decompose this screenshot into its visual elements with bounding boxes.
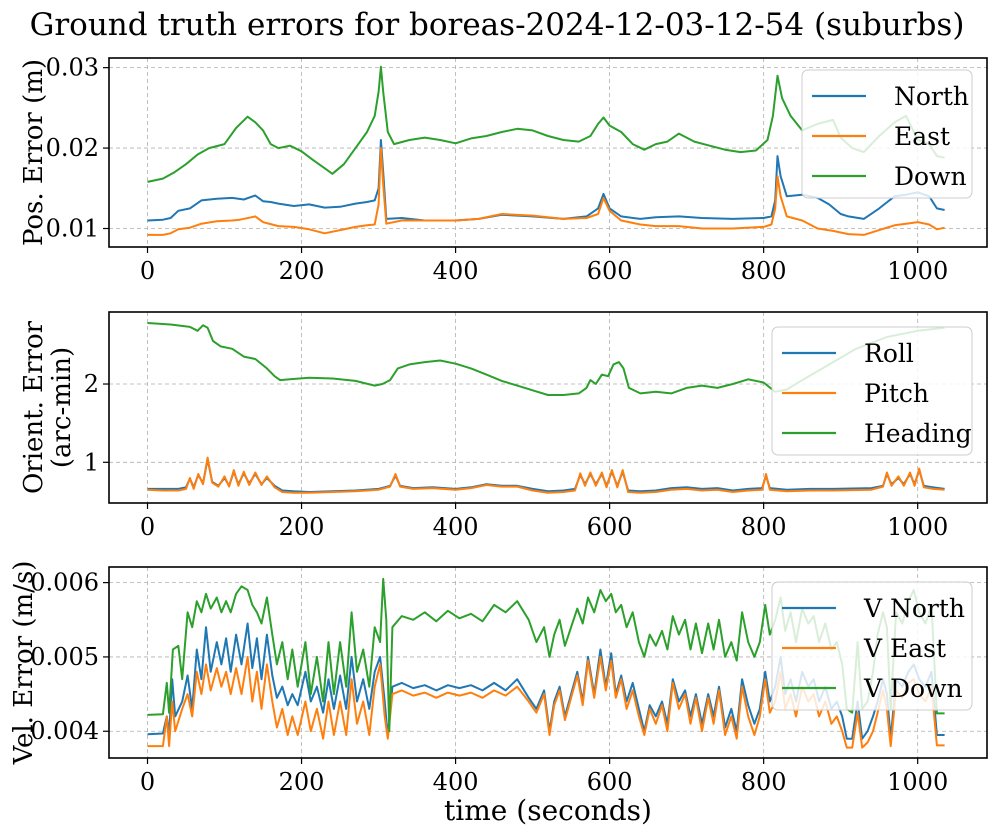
x-axis-label: time (seconds) <box>444 794 652 827</box>
x-tick-label: 0 <box>140 513 155 541</box>
x-tick-label: 600 <box>587 513 633 541</box>
x-tick-label: 1000 <box>887 768 948 796</box>
y-axis-label-unit: (arc-min) <box>47 347 77 468</box>
x-tick-label: 200 <box>279 768 325 796</box>
legend-label-v-north: V North <box>863 594 965 623</box>
figure-title: Ground truth errors for boreas-2024-12-0… <box>30 7 965 43</box>
y-tick-label: 1 <box>84 448 99 476</box>
x-tick-label: 1000 <box>887 257 948 285</box>
x-tick-label: 0 <box>140 257 155 285</box>
y-tick-label: 0.005 <box>30 643 99 671</box>
x-tick-label: 400 <box>433 257 479 285</box>
legend-label-v-down: V Down <box>863 674 963 703</box>
x-tick-label: 800 <box>741 513 787 541</box>
x-tick-label: 800 <box>741 768 787 796</box>
legend-label-down: Down <box>894 162 967 191</box>
x-tick-label: 800 <box>741 257 787 285</box>
legend: Roll Pitch Heading <box>771 326 973 456</box>
legend-label-east: East <box>894 122 950 151</box>
series-lines <box>147 322 945 494</box>
x-tick-label: 600 <box>587 257 633 285</box>
x-tick-label: 400 <box>433 768 479 796</box>
legend: North East Down <box>801 69 973 199</box>
y-axis-label: Vel. Error (m/s) <box>9 561 39 766</box>
y-axis-label: Pos. Error (m) <box>19 59 49 246</box>
x-tick-label: 400 <box>433 513 479 541</box>
x-tick-label: 0 <box>140 768 155 796</box>
series-line-pitch <box>147 456 945 494</box>
legend-label-v-east: V East <box>863 634 946 663</box>
x-tick-label: 1000 <box>887 513 948 541</box>
legend: V North V East V Down <box>771 581 973 711</box>
axes-frame <box>108 311 988 504</box>
x-tick-label: 600 <box>587 768 633 796</box>
y-axis-label: Orient. Error <box>19 320 49 494</box>
legend-box <box>771 326 973 456</box>
legend-label-roll: Roll <box>864 339 914 368</box>
panel-orientation-error: 0 200 400 600 800 1000 1 2 Orient. Error(arc-min… <box>19 311 988 541</box>
y-tick-label: 2 <box>84 370 99 398</box>
legend-label-north: North <box>894 82 969 111</box>
y-tick-label: 0.006 <box>30 569 99 597</box>
x-tick-label: 200 <box>279 257 325 285</box>
series-line-heading <box>147 322 945 396</box>
legend-box <box>801 69 973 199</box>
y-tick-label: 0.03 <box>46 54 99 82</box>
y-tick-label: 0.004 <box>30 717 99 745</box>
y-tick-label: 0.02 <box>46 134 99 162</box>
legend-label-heading: Heading <box>864 419 972 448</box>
axes-frame <box>108 566 988 759</box>
x-tick-label: 200 <box>279 513 325 541</box>
axes-frame <box>108 57 988 248</box>
y-tick-label: 0.01 <box>46 215 99 243</box>
legend-box <box>771 581 973 711</box>
series-line-east <box>147 147 945 236</box>
legend-label-pitch: Pitch <box>864 379 929 408</box>
